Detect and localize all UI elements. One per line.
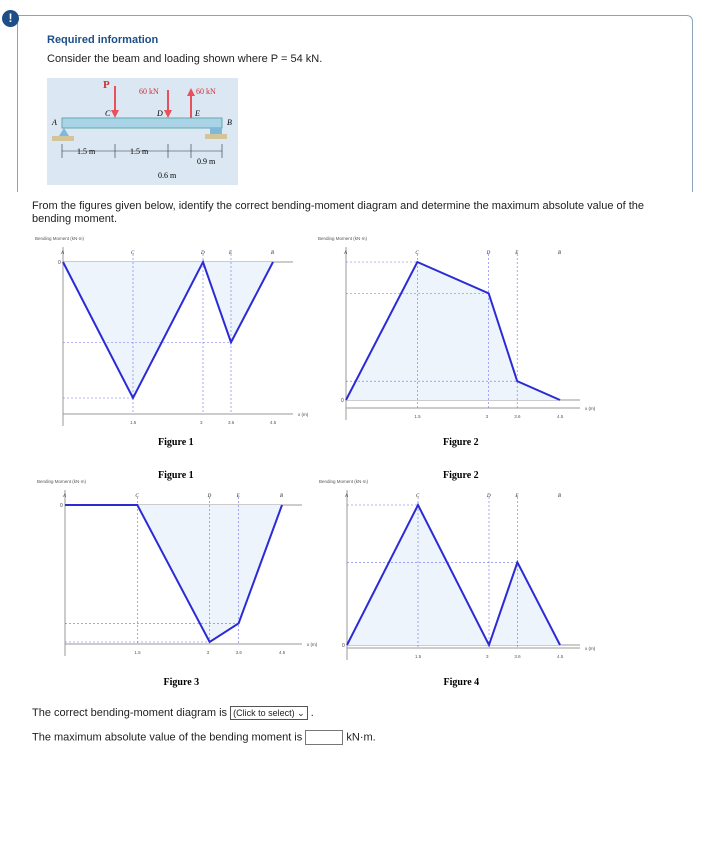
question-text: From the figures given below, identify t…	[32, 200, 645, 225]
zero-label: 0	[341, 398, 344, 404]
zero-label: 0	[342, 643, 345, 649]
x-tick-label: 1.5	[134, 650, 141, 655]
dimension-lines	[61, 144, 223, 158]
label-load2: 60 kN	[196, 87, 216, 96]
x-tick-label: 1.5	[414, 414, 421, 419]
label-e: E	[194, 109, 200, 118]
point-label-D: D	[200, 251, 205, 256]
dim-1: 1.5 m	[77, 147, 96, 156]
diagram-select[interactable]: (Click to select) ⌄	[230, 706, 308, 720]
bending-moment-figures: Bending Moment (kN·m) 0 x (m) A C D E B 1.5 3 3.6 4…	[35, 236, 596, 688]
point-label-D: D	[486, 251, 491, 256]
unit-label: kN·m.	[346, 731, 376, 744]
diagram-answer-row: The correct bending-moment diagram is (C…	[32, 706, 314, 720]
figure-caption: Figure 2	[443, 437, 479, 448]
point-label-B: B	[558, 494, 561, 499]
select-value: (Click to select)	[233, 708, 295, 718]
label-b: B	[227, 118, 232, 127]
zero-label: 0	[60, 503, 63, 509]
point-label-B: B	[271, 251, 274, 256]
x-tick-label: 4.5	[270, 420, 277, 425]
x-axis-label: x (m)	[307, 642, 318, 647]
point-label-E: E	[228, 251, 232, 256]
figure-caption: Figure 4	[444, 677, 480, 688]
x-tick-label: 4.5	[279, 650, 286, 655]
x-axis-label: x (m)	[585, 646, 596, 651]
point-label-A: A	[344, 494, 349, 499]
x-tick-label: 3.6	[236, 650, 243, 655]
point-label-B: B	[280, 494, 283, 499]
chevron-down-icon: ⌄	[297, 708, 305, 718]
label-c: C	[105, 109, 111, 118]
label-d: D	[156, 109, 163, 118]
moment-area	[346, 262, 560, 400]
required-info-title: Required information	[47, 34, 159, 46]
dim-4: 0.9 m	[197, 157, 216, 166]
y-axis-label: Bending Moment (kN·m)	[35, 236, 85, 241]
x-tick-label: 3.6	[228, 420, 235, 425]
problem-statement: Consider the beam and loading shown wher…	[47, 53, 323, 65]
dim-3: 0.6 m	[158, 171, 177, 180]
point-label-E: E	[236, 494, 240, 499]
point-label-C: C	[135, 494, 139, 499]
x-tick-label: 3	[486, 414, 489, 419]
beam	[61, 117, 223, 129]
question-card	[17, 15, 693, 192]
moment-line	[346, 502, 561, 648]
x-tick-label: 3.6	[514, 414, 521, 419]
point-label-D: D	[486, 494, 491, 499]
y-axis-label: Bending Moment (kN·m)	[318, 236, 368, 241]
moment-line	[62, 259, 274, 401]
max-moment-input[interactable]	[305, 730, 344, 745]
x-tick-label: 4.5	[557, 654, 564, 659]
x-tick-label: 3	[486, 654, 489, 659]
figure-caption-duplicate: Figure 1	[158, 470, 194, 481]
x-tick-label: 1.5	[415, 654, 422, 659]
y-axis-label: Bending Moment (kN·m)	[37, 479, 87, 484]
figure-caption: Figure 3	[164, 677, 200, 688]
x-axis-label: x (m)	[585, 406, 596, 411]
diagram-prompt: The correct bending-moment diagram is	[32, 706, 228, 719]
moment-line	[65, 504, 283, 644]
beam-figure: P 60 kN 60 kN C D E A B 1.5 m 1.5 m 0.6 …	[47, 78, 238, 185]
load-arrows	[111, 86, 195, 118]
x-axis-label: x (m)	[298, 412, 309, 417]
support-b	[210, 128, 222, 134]
moment-line	[345, 260, 561, 401]
point-label-D: D	[207, 494, 212, 499]
x-tick-label: 3	[200, 420, 203, 425]
dim-2: 1.5 m	[130, 147, 149, 156]
ground-a	[52, 136, 74, 141]
point-label-C: C	[131, 251, 135, 256]
point-label-B: B	[558, 251, 561, 256]
x-tick-label: 1.5	[130, 420, 137, 425]
point-label-E: E	[514, 494, 518, 499]
point-label-C: C	[416, 494, 420, 499]
figure-caption-duplicate: Figure 2	[443, 470, 479, 481]
point-label-C: C	[415, 251, 419, 256]
label-a: A	[51, 118, 57, 127]
x-tick-label: 3	[207, 650, 210, 655]
point-label-E: E	[514, 251, 518, 256]
exclamation-icon: !	[2, 10, 19, 27]
x-tick-label: 3.6	[514, 654, 521, 659]
figure-caption: Figure 1	[158, 437, 194, 448]
point-label-A: A	[60, 251, 65, 256]
label-load1: 60 kN	[139, 87, 159, 96]
max-moment-row: The maximum absolute value of the bendin…	[32, 730, 376, 745]
support-a	[59, 128, 69, 136]
label-p: P	[103, 79, 110, 91]
point-label-A: A	[62, 494, 67, 499]
x-tick-label: 4.5	[557, 414, 564, 419]
y-axis-label: Bending Moment (kN·m)	[319, 479, 369, 484]
max-prompt: The maximum absolute value of the bendin…	[32, 731, 303, 744]
point-label-A: A	[343, 251, 348, 256]
ground-b	[205, 134, 227, 139]
zero-label: 0	[58, 260, 61, 266]
